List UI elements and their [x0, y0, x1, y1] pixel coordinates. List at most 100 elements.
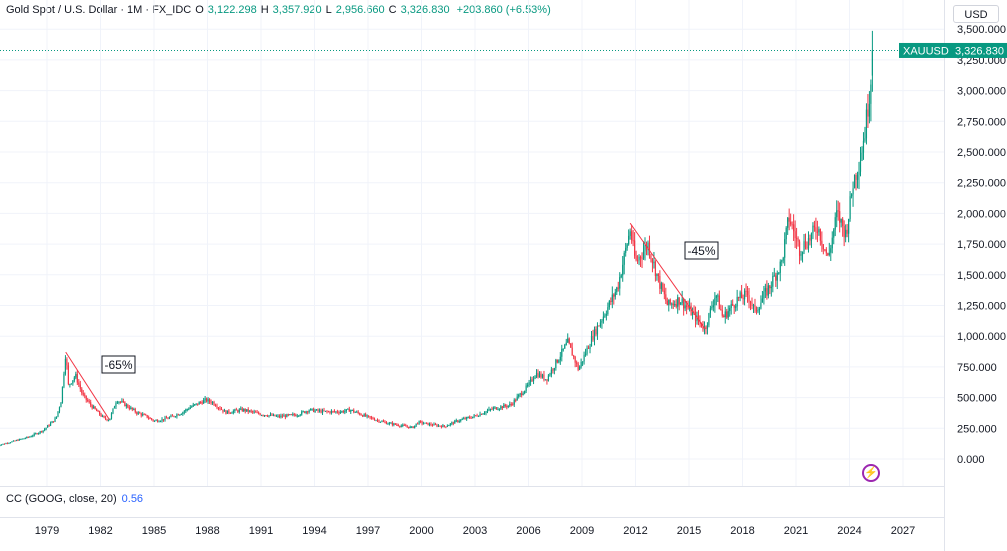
candle-body: [424, 422, 426, 424]
candle-body: [161, 419, 163, 421]
price-tick-label: 1,750.000: [957, 239, 1006, 251]
candle-body: [191, 406, 193, 408]
candle-body: [524, 390, 526, 394]
price-axis[interactable]: 0.000 250.000 500.000 750.000 1,000.000 1,250…: [957, 24, 1006, 466]
candle-body: [11, 441, 13, 443]
candle-body: [85, 395, 87, 400]
candle-body: [812, 225, 814, 234]
candle-body: [742, 298, 744, 300]
candle-body: [263, 415, 266, 417]
annotation-label[interactable]: -65%: [104, 358, 132, 372]
candle-body: [793, 224, 795, 232]
candle-body: [813, 225, 816, 228]
annotation-box[interactable]: [684, 241, 719, 260]
candle-body: [859, 160, 862, 172]
candle-body: [151, 418, 153, 420]
candle-body: [130, 407, 132, 409]
candle-body: [867, 109, 869, 117]
candle-body: [425, 422, 428, 424]
candle-body: [260, 415, 263, 417]
lightning-icon[interactable]: ⚡: [862, 464, 880, 482]
candle-body: [155, 420, 157, 422]
symbol-title[interactable]: Gold Spot / U.S. Dollar · 1M · FX_IDC: [6, 4, 192, 16]
currency-button[interactable]: USD: [953, 5, 999, 23]
candle-body: [90, 402, 92, 406]
candle-body: [44, 429, 46, 431]
candle-body: [500, 406, 502, 409]
candle-body: [96, 409, 98, 412]
candle-body: [246, 409, 248, 412]
candle-body: [457, 420, 459, 422]
candle-body: [393, 423, 395, 425]
candle-body: [238, 409, 240, 412]
candle-body: [543, 374, 545, 380]
candle-body: [697, 315, 700, 321]
candle-body: [730, 303, 732, 308]
candle-body: [17, 440, 19, 442]
time-axis[interactable]: 1979 1982 1985 1988 1991 1994 1997 2000 2003 2006…: [35, 525, 915, 537]
candle-body: [177, 414, 179, 416]
candle-body: [650, 255, 652, 260]
annotation-box[interactable]: [101, 355, 136, 374]
time-tick-label: 1991: [249, 525, 273, 537]
candle-body: [754, 305, 756, 308]
annotation-label[interactable]: -45%: [687, 244, 715, 258]
candle-body: [431, 425, 434, 427]
trend-line[interactable]: [629, 222, 706, 330]
trend-line[interactable]: [65, 351, 110, 420]
candle-body: [79, 384, 81, 389]
candle-body: [720, 309, 722, 311]
candle-body: [72, 380, 74, 384]
candle-body: [726, 311, 728, 318]
candle-body: [782, 257, 784, 261]
candle-body: [302, 411, 304, 413]
candle-body: [26, 436, 28, 439]
candle-body: [442, 425, 444, 428]
candle-body: [12, 440, 15, 442]
candle-body: [310, 408, 312, 411]
price-tick-label: 2,250.000: [957, 178, 1006, 190]
candle-body: [495, 407, 497, 410]
candle-body: [101, 415, 104, 417]
drawings[interactable]: -65% -45%: [65, 222, 719, 420]
candle-body: [23, 438, 25, 440]
candle-body: [766, 288, 768, 296]
candle-body: [283, 415, 285, 417]
candle-body: [247, 409, 249, 412]
candle-body: [473, 415, 475, 417]
candle-body: [476, 415, 478, 417]
candle-body: [507, 405, 509, 407]
pane-separator[interactable]: [0, 486, 944, 487]
candle-body: [67, 365, 69, 385]
candle-body: [106, 419, 108, 421]
candle-body: [121, 400, 123, 402]
candle-body: [87, 399, 89, 402]
indicator-label[interactable]: CC (GOOG, close, 20): [6, 493, 117, 505]
candle-body: [494, 407, 496, 409]
candle-body: [379, 421, 382, 423]
candle-body: [579, 366, 581, 370]
price-tick-label: 2,500.000: [957, 147, 1006, 159]
candle-body: [51, 421, 53, 424]
time-tick-label: 2012: [623, 525, 647, 537]
candle-body: [345, 409, 347, 412]
candle-body: [828, 252, 830, 255]
candle-body: [732, 303, 734, 306]
candle-body: [535, 372, 538, 377]
candle-body: [454, 420, 456, 424]
price-tick-label: 500.000: [957, 393, 997, 405]
candle-body: [671, 303, 673, 305]
candle-body: [194, 404, 196, 406]
candle-body: [204, 398, 206, 401]
candle-body: [491, 409, 493, 411]
candle-body: [417, 423, 419, 425]
time-tick-label: 1988: [195, 525, 219, 537]
candle-body: [749, 301, 752, 304]
candle-body: [614, 292, 616, 297]
candle-body: [580, 362, 582, 367]
candle-body: [317, 409, 319, 411]
candle-body: [469, 417, 471, 419]
candle-body: [216, 406, 218, 408]
candle-body: [344, 411, 346, 413]
